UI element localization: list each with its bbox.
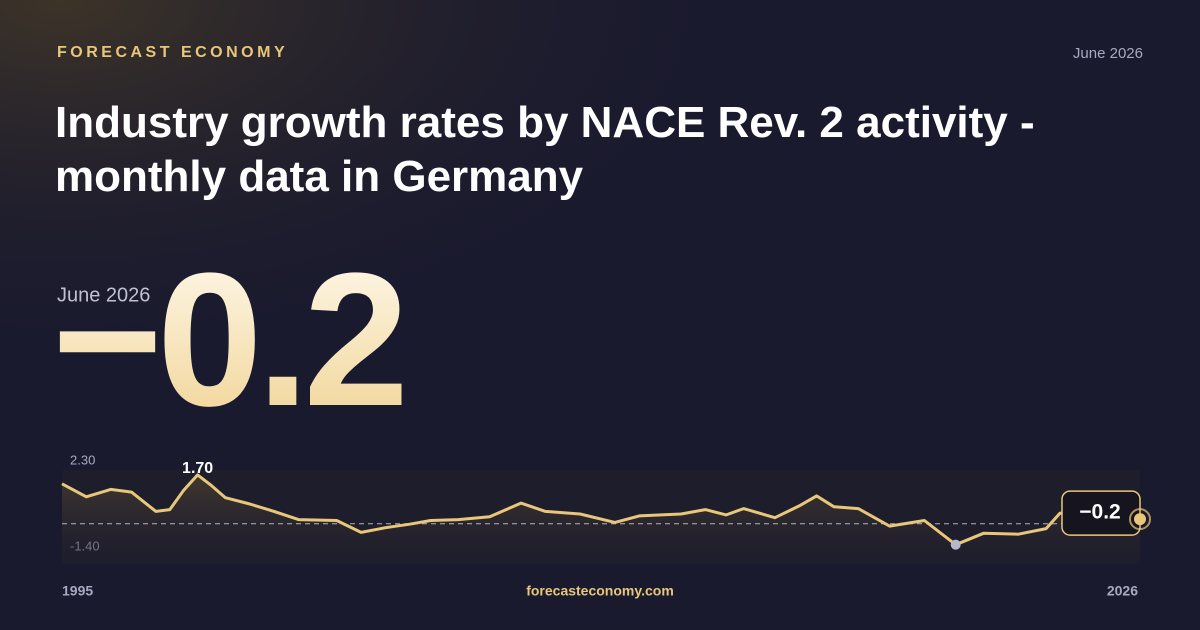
min-dot xyxy=(950,539,961,550)
x-tick-label: 1995 xyxy=(62,583,93,599)
title: Industry growth rates by NACE Rev. 2 act… xyxy=(55,98,1035,201)
headline-label: June 2026 xyxy=(57,284,150,306)
line xyxy=(61,473,1141,547)
date: June 2026 xyxy=(1073,45,1143,62)
headline-value: −0.2 xyxy=(52,234,403,446)
title-box: Industry growth rates by NACE Rev. 2 act… xyxy=(55,98,1035,201)
peak-label: 1.70 xyxy=(182,460,213,477)
y-tick-label: 2.30 xyxy=(70,452,95,467)
end-dot xyxy=(1134,513,1146,526)
end-label: −0.2 xyxy=(1079,501,1120,524)
footer: forecasteconomy.com xyxy=(526,583,674,599)
x-tick-label: 2026 xyxy=(1107,583,1138,599)
brand: FORECAST ECONOMY xyxy=(57,44,288,61)
end-ring xyxy=(1129,508,1151,531)
